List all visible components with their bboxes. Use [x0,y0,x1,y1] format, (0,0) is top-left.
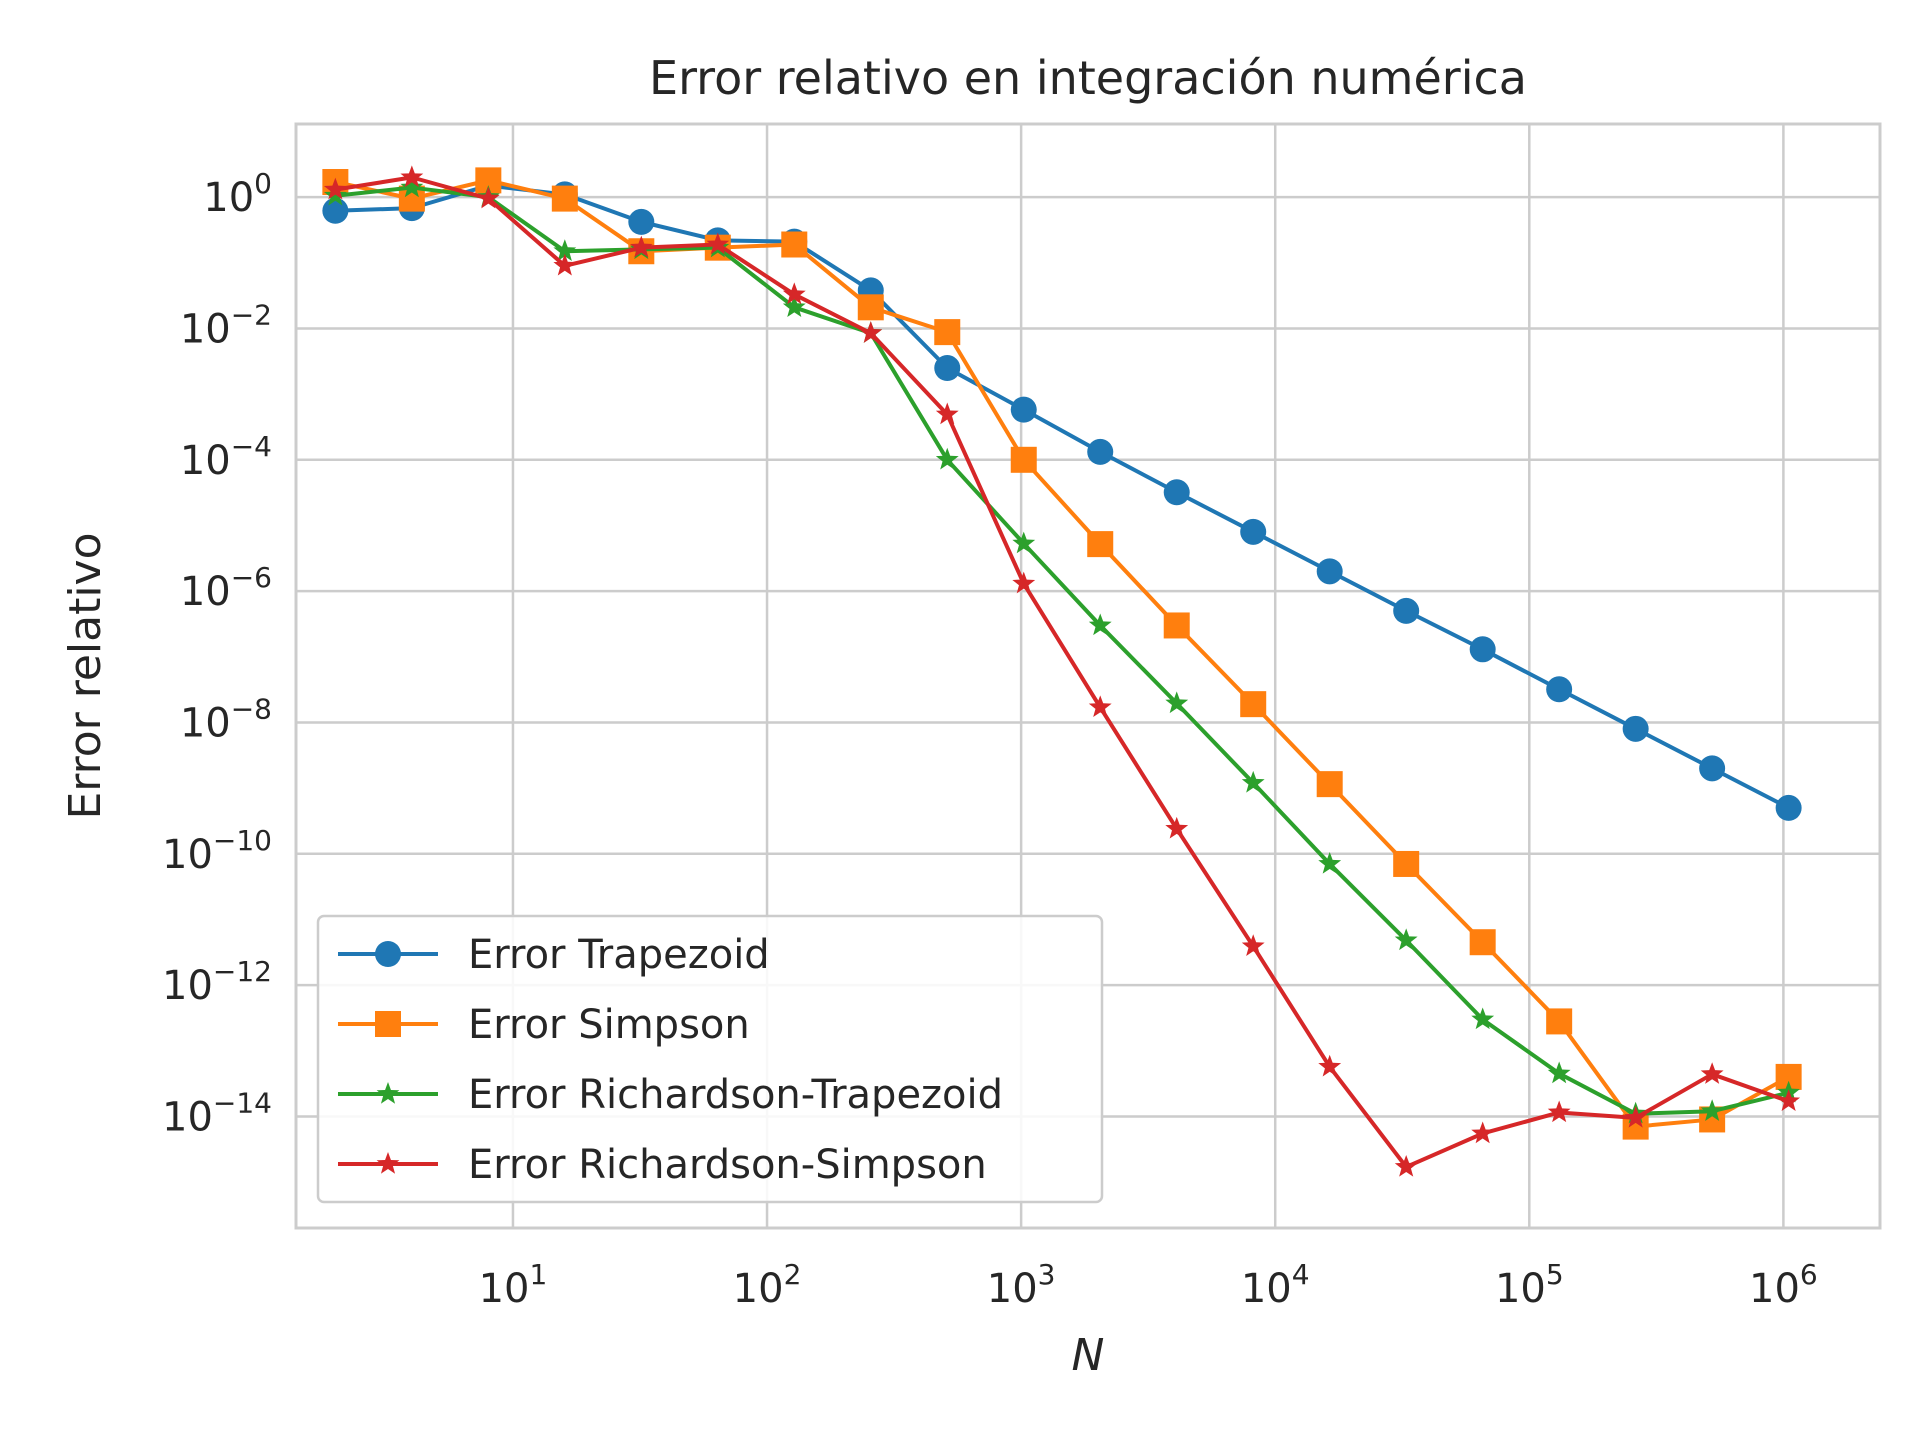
data-point [476,186,500,209]
data-point [859,321,883,343]
data-point [1547,1061,1571,1084]
data-point [1393,850,1420,877]
data-point [1469,636,1496,663]
x-axis-label: N [1072,1330,1105,1381]
y-tick-label: 10−6 [180,561,272,615]
data-point [322,197,349,224]
legend-item: Error Trapezoid [338,932,770,978]
data-point [1088,613,1112,636]
series-4 [323,165,1801,1177]
legend: Error Trapezoid Error Simpson Error Richar… [316,914,1104,1204]
x-tick-label: 102 [733,1258,802,1312]
data-point [553,253,577,276]
data-point [1240,518,1267,545]
data-point [1318,851,1342,874]
chart-title: Error relativo en integración numérica [649,51,1527,105]
legend-marker [376,1152,400,1174]
data-point [1010,446,1037,473]
data-point [857,294,884,321]
data-point [935,402,959,425]
data-point [1699,755,1726,782]
data-point [706,232,730,255]
legend-item: Error Simpson [338,1002,750,1048]
data-point [1012,531,1036,554]
data-point [1163,479,1190,506]
data-point [1088,695,1112,718]
data-point [1546,1008,1573,1035]
data-point [1775,794,1802,821]
data-point [934,319,961,346]
data-point [551,185,578,212]
data-point [782,295,806,318]
x-tick-label: 103 [987,1258,1056,1312]
data-point [1624,1105,1648,1128]
data-point [629,235,653,258]
legend-marker [375,1011,401,1037]
data-point [1469,929,1496,956]
y-tick-label: 10−8 [180,692,272,746]
data-point [400,175,424,198]
series-layer [322,165,1802,1177]
data-point [1546,676,1573,703]
legend-label: Error Richardson-Simpson [468,1142,987,1188]
y-axis-label: Error relativo [60,532,111,819]
data-point [1547,1100,1571,1123]
data-point [1087,531,1114,558]
data-point [1165,691,1189,714]
data-point [1241,770,1265,793]
y-tick-label: 10−10 [162,824,272,878]
data-point [400,165,424,188]
data-point [1700,1062,1724,1084]
data-point [1393,597,1420,624]
data-point [323,177,347,200]
data-point [1622,715,1649,742]
x-tick-labels: 101 102 103 104 105 106 [479,1258,1818,1312]
y-tick-labels: 100 10−2 10−4 10−6 10−8 10−10 10−12 10−14 [162,167,272,1140]
series-line [335,175,1790,1169]
legend-marker [375,941,401,967]
y-tick-label: 10−4 [180,430,272,484]
x-tick-label: 101 [479,1258,548,1312]
data-point [781,231,808,258]
x-tick-label: 106 [1749,1258,1818,1312]
legend-label: Error Simpson [468,1002,750,1048]
data-point [1318,1054,1342,1077]
legend-item: Error Richardson-Simpson [338,1142,987,1188]
x-tick-label: 105 [1495,1258,1564,1312]
data-point [1240,691,1267,718]
data-point [1700,1099,1724,1121]
legend-label: Error Trapezoid [468,932,770,978]
data-point [1316,771,1343,798]
legend-item: Error Richardson-Trapezoid [338,1072,1003,1118]
data-point [1163,612,1190,639]
y-tick-label: 100 [203,167,272,221]
y-tick-label: 10−14 [162,1086,272,1140]
y-tick-label: 10−2 [180,298,272,352]
x-tick-label: 104 [1241,1258,1310,1312]
data-point [1241,934,1265,957]
legend-frame [316,914,1104,1204]
data-point [935,447,959,470]
data-point [1471,1121,1495,1144]
y-tick-label: 10−12 [162,955,272,1009]
data-point [1316,558,1343,585]
data-point [1777,1089,1801,1112]
data-point [782,282,806,305]
data-point [553,239,577,261]
data-point [1471,1007,1495,1030]
data-point [1012,571,1036,594]
data-point [1087,438,1114,465]
legend-marker [376,1082,400,1104]
data-point [934,355,961,382]
plot-area-frame [294,122,1882,1230]
data-point [1394,928,1418,951]
data-point [1394,1154,1418,1177]
data-point [1165,816,1189,839]
series-line [335,185,1790,1116]
legend-label: Error Richardson-Trapezoid [468,1072,1003,1118]
data-point [628,208,655,235]
data-point [1010,396,1037,423]
